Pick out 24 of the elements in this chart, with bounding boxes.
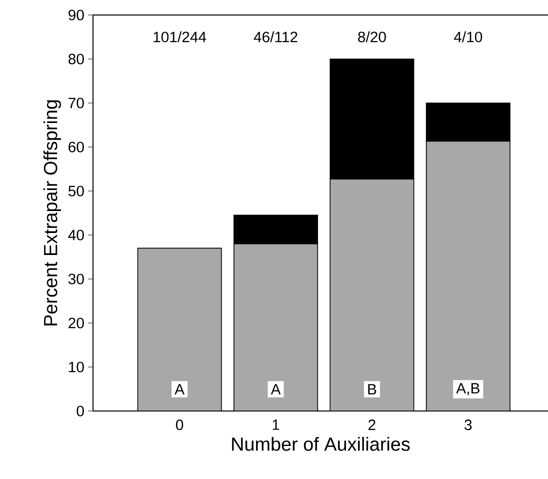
x-tick-label: 1 bbox=[272, 420, 280, 430]
y-axis-title: Percent Extrapair Offspring bbox=[43, 100, 62, 326]
y-tick-label: 10 bbox=[69, 362, 84, 372]
y-tick-label: 20 bbox=[68, 318, 84, 328]
y-tick-label: 70 bbox=[68, 98, 84, 108]
annotation: A bbox=[270, 384, 281, 394]
annotation: B bbox=[368, 384, 376, 394]
y-tick-label: 40 bbox=[68, 230, 84, 240]
annotation: A bbox=[174, 384, 185, 394]
y-tick-label: 0 bbox=[76, 406, 84, 416]
y-tick-label: 90 bbox=[68, 10, 84, 20]
y-tick-label: 30 bbox=[68, 274, 84, 284]
annotation: 101/244 bbox=[154, 31, 206, 42]
y-tick-label: 80 bbox=[68, 54, 84, 64]
annotation: A,B bbox=[456, 383, 480, 396]
y-tick-label: 50 bbox=[68, 186, 84, 196]
x-axis-title: Number of Auxiliaries bbox=[232, 436, 410, 451]
annotation: 4/10 bbox=[454, 31, 482, 42]
y-tick-label: 60 bbox=[68, 142, 84, 152]
x-tick-label: 0 bbox=[176, 420, 184, 430]
x-tick-label: 3 bbox=[464, 420, 472, 430]
annotation: 46/112 bbox=[254, 31, 298, 42]
x-tick-label: 2 bbox=[368, 420, 376, 430]
annotation: 8/20 bbox=[358, 31, 386, 42]
